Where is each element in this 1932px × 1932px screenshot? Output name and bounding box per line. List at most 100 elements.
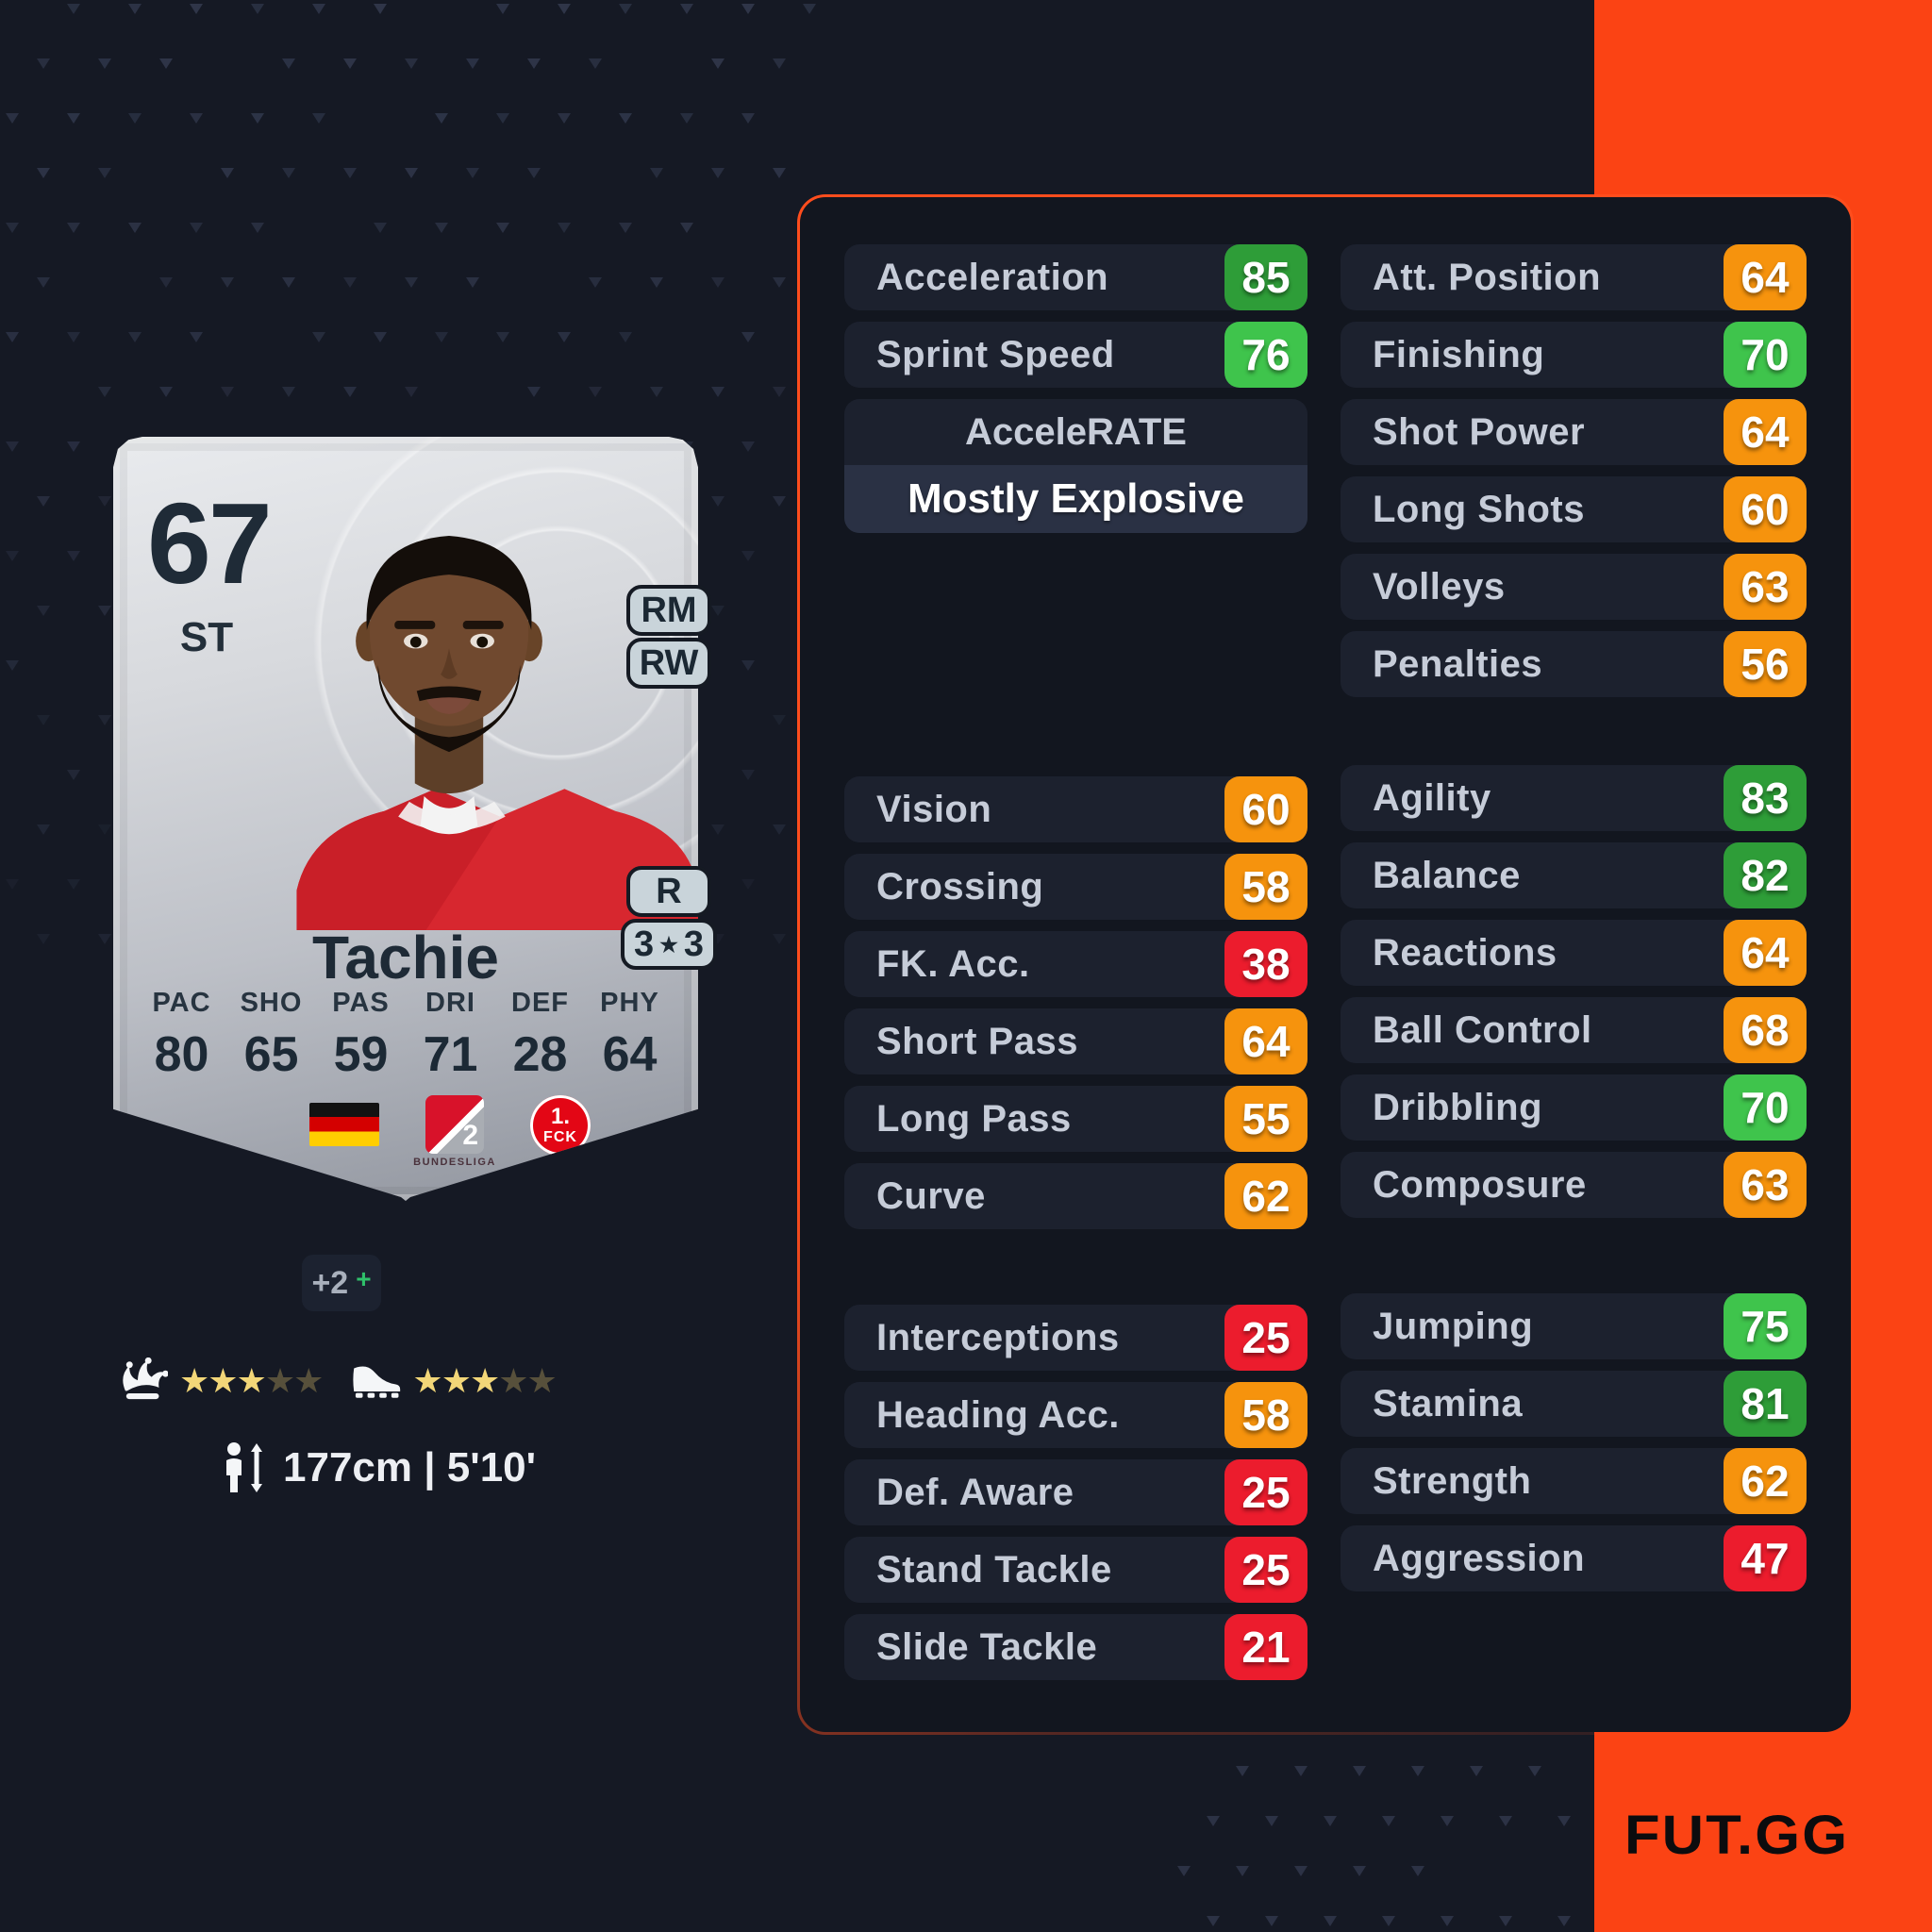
stat-value-chip: 83	[1724, 765, 1807, 831]
triangle-glyph	[98, 934, 111, 944]
triangle-glyph	[650, 277, 663, 288]
stat-value-chip: 64	[1724, 920, 1807, 986]
boost-value: +2	[311, 1264, 349, 1301]
stat-label: Strength	[1373, 1459, 1532, 1502]
triangle-glyph	[343, 277, 357, 288]
triangle-glyph	[1207, 1916, 1220, 1926]
skill-weakfoot-pill: 3 ★ 3	[621, 919, 717, 970]
stat-label: Curve	[876, 1174, 986, 1217]
triangle-glyph	[589, 387, 602, 397]
triangle-glyph	[6, 441, 19, 452]
stat-value-chip: 62	[1224, 1163, 1307, 1229]
stat-value-chip: 82	[1724, 842, 1807, 908]
star-icon: ★	[498, 1361, 529, 1400]
stat-row: Ball Control 68	[1341, 997, 1807, 1063]
height-text: 177cm | 5'10'	[283, 1444, 537, 1491]
triangle-glyph	[190, 113, 203, 124]
stat-label: Slide Tackle	[876, 1625, 1098, 1668]
stat-value-chip: 64	[1224, 1008, 1307, 1074]
triangle-glyph	[37, 496, 50, 507]
stat-label: Crossing	[876, 865, 1044, 908]
triangle-glyph	[466, 168, 479, 178]
triangle-glyph	[98, 715, 111, 725]
accelerate-value: Mostly Explosive	[844, 465, 1307, 533]
stat-row: Vision 60	[844, 776, 1307, 842]
triangle-glyph	[374, 4, 387, 14]
stat-label: Balance	[1373, 854, 1521, 896]
triangle-glyph	[159, 277, 173, 288]
triangle-glyph	[128, 113, 142, 124]
triangle-glyph	[282, 387, 295, 397]
stat-value-chip: 55	[1224, 1086, 1307, 1152]
stat-row: Reactions 64	[1341, 920, 1807, 986]
triangle-glyph	[37, 58, 50, 69]
star-icon: ★	[412, 1361, 443, 1400]
triangle-glyph	[619, 4, 632, 14]
quick-stat: PAS 59	[316, 988, 406, 1083]
stat-row: Composure 63	[1341, 1152, 1807, 1218]
group-defending: Interceptions 25 Heading Acc. 58 Def. Aw…	[844, 1305, 1307, 1680]
triangle-glyph	[496, 223, 509, 233]
card-badges-row: 2 BUNDESLIGA 1. FCK	[309, 1095, 591, 1168]
triangle-glyph	[711, 168, 724, 178]
quick-stat-label: PAS	[332, 988, 390, 1018]
triangle-glyph	[558, 332, 571, 342]
triangle-glyph	[1236, 1766, 1249, 1776]
triangle-glyph	[67, 441, 80, 452]
stat-value-chip: 85	[1224, 244, 1307, 310]
triangle-glyph	[711, 58, 724, 69]
skill-moves-stars: ★ ★ ★ ★ ★	[179, 1361, 324, 1400]
boot-icon	[350, 1363, 401, 1399]
star-icon: ★	[179, 1361, 210, 1400]
triangle-glyph	[221, 168, 234, 178]
group-pace: Acceleration 85 Sprint Speed 76	[844, 244, 1307, 388]
stat-row: Penalties 56	[1341, 631, 1807, 697]
triangle-glyph	[558, 113, 571, 124]
triangle-glyph	[1441, 1916, 1454, 1926]
height-row: 177cm | 5'10'	[223, 1441, 536, 1494]
triangle-glyph	[251, 4, 264, 14]
triangle-glyph	[711, 496, 724, 507]
triangle-glyph	[37, 277, 50, 288]
stat-row: Shot Power 64	[1341, 399, 1807, 465]
triangle-glyph	[466, 277, 479, 288]
height-icon	[226, 1442, 262, 1492]
stat-row: FK. Acc. 38	[844, 931, 1307, 997]
league-badge-square: 2	[425, 1095, 484, 1154]
triangle-glyph	[98, 496, 111, 507]
stat-label: Aggression	[1373, 1537, 1586, 1579]
quick-stat-value: 59	[333, 1027, 389, 1082]
card-position: ST	[179, 614, 234, 660]
triangle-glyph	[527, 168, 541, 178]
quick-stat: PAC 80	[137, 988, 226, 1083]
triangle-glyph	[680, 223, 693, 233]
triangle-glyph	[741, 441, 755, 452]
group-physical: Jumping 75 Stamina 81 Strength 62 Aggres…	[1341, 1293, 1807, 1591]
triangle-glyph	[159, 387, 173, 397]
triangle-glyph	[405, 168, 418, 178]
skill-pill-left: 3	[633, 924, 655, 964]
star-icon: ★	[264, 1361, 296, 1400]
boost-badge: +2 +	[302, 1255, 381, 1311]
stat-row: Stamina 81	[1341, 1371, 1807, 1437]
triangle-glyph	[67, 4, 80, 14]
triangle-glyph	[558, 223, 571, 233]
group-passing: Vision 60 Crossing 58 FK. Acc. 38 Short …	[844, 776, 1307, 1229]
card-quick-stats: PAC 80 SHO 65 PAS 59 DRI 71 DEF 28 PHY 6…	[137, 988, 675, 1083]
triangle-glyph	[589, 58, 602, 69]
quick-stat-value: 64	[602, 1027, 658, 1082]
triangle-glyph	[37, 934, 50, 944]
triangle-glyph	[1382, 1816, 1395, 1826]
stats-panel: Acceleration 85 Sprint Speed 76 AcceleRA…	[800, 197, 1851, 1732]
triangle-glyph	[282, 277, 295, 288]
stat-value-chip: 38	[1224, 931, 1307, 997]
quick-stat-label: PHY	[600, 988, 659, 1018]
triangle-glyph	[1557, 1816, 1571, 1826]
triangle-glyph	[312, 4, 325, 14]
stat-label: Dribbling	[1373, 1086, 1543, 1128]
triangle-glyph	[67, 770, 80, 780]
triangle-glyph	[773, 715, 786, 725]
stat-label: Acceleration	[876, 256, 1109, 298]
stat-row: Jumping 75	[1341, 1293, 1807, 1359]
